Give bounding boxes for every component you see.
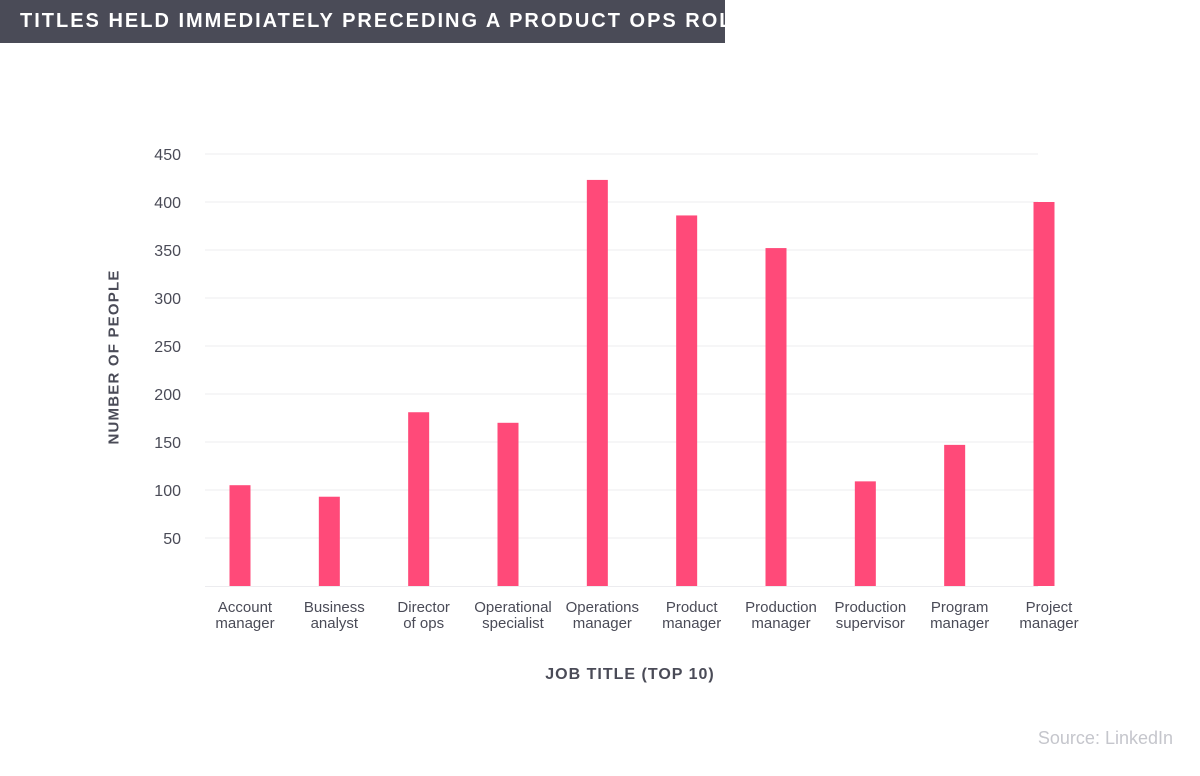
x-tick-label: Business analyst	[304, 599, 365, 632]
y-tick-label: 150	[154, 435, 181, 452]
chart-title: TITLES HELD IMMEDIATELY PRECEDING A PROD…	[0, 0, 747, 43]
x-tick-label: Product manager	[662, 599, 721, 632]
bar	[229, 485, 251, 586]
bar	[765, 248, 787, 586]
x-tick-label: Production supervisor	[834, 599, 906, 632]
x-tick-label: Director of ops	[397, 599, 450, 632]
y-tick-label: 400	[154, 195, 181, 212]
y-tick-label: 300	[154, 291, 181, 308]
bars	[229, 179, 1055, 587]
bar	[586, 179, 608, 587]
y-tick-label: 200	[154, 387, 181, 404]
bar	[497, 422, 519, 586]
bar	[318, 496, 340, 586]
y-tick-labels: 50 100 150 200 250 300 350 400 450	[154, 147, 181, 548]
x-tick-label: Operational specialist	[474, 599, 552, 632]
y-axis-label: NUMBER OF PEOPLE	[105, 269, 123, 445]
x-tick-labels: Account manager Business analyst Director of …	[215, 599, 1078, 632]
y-tick-label: 450	[154, 147, 181, 164]
x-tick-label: Account manager	[215, 599, 274, 632]
bar	[408, 412, 430, 586]
x-axis-label: JOB TITLE (TOP 10)	[545, 666, 715, 683]
x-tick-label: Program manager	[930, 599, 989, 632]
y-tick-label: 100	[154, 483, 181, 500]
bar	[854, 481, 876, 586]
x-tick-label: Operations manager	[566, 599, 639, 632]
y-tick-label: 50	[163, 531, 181, 548]
gridlines	[205, 153, 1038, 539]
y-tick-label: 250	[154, 339, 181, 356]
x-tick-label: Production manager	[745, 599, 817, 632]
bar	[676, 215, 698, 586]
y-tick-label: 350	[154, 243, 181, 260]
source-note: Source: LinkedIn	[1037, 728, 1173, 748]
x-tick-label: Project manager	[1019, 599, 1078, 632]
bar	[1033, 202, 1055, 586]
bar	[944, 444, 966, 586]
